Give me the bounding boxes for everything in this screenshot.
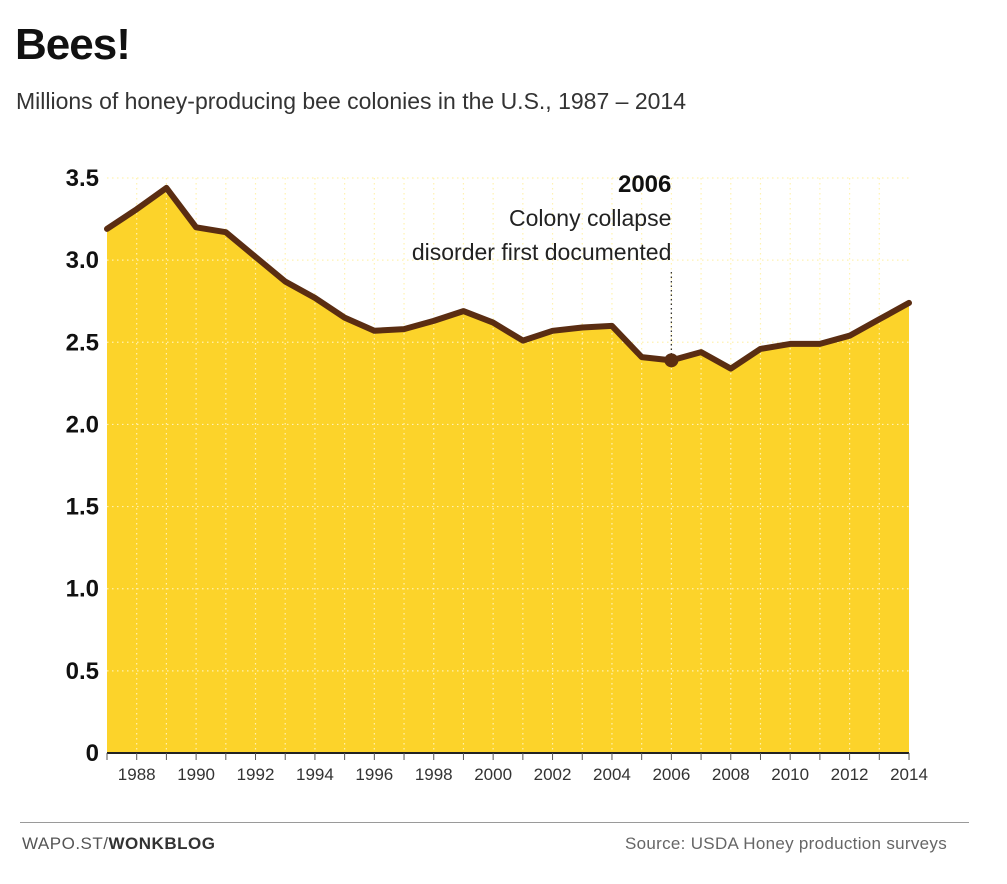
annotation-text-line-1: Colony collapse xyxy=(509,205,671,231)
x-tick-label: 2008 xyxy=(712,765,750,784)
x-tick-label: 2006 xyxy=(652,765,690,784)
series-line xyxy=(104,184,912,372)
plot-area xyxy=(107,187,909,753)
chart-subtitle: Millions of honey-producing bee colonies… xyxy=(16,88,686,114)
x-tick-label: 2010 xyxy=(771,765,809,784)
y-axis: 0 0.5 1.0 1.5 2.0 2.5 3.0 3.5 xyxy=(66,165,909,767)
x-tick-label: 1996 xyxy=(355,765,393,784)
x-axis: 1988 1990 1992 1994 1996 1998 2000 2002 2004 2006… xyxy=(106,753,928,784)
x-tick-label: 2000 xyxy=(474,765,512,784)
area-chart: 2006 Colony collapse disorder first docu… xyxy=(66,165,928,784)
annotation: 2006 Colony collapse disorder first docu… xyxy=(412,171,673,355)
x-tick-label: 2002 xyxy=(534,765,572,784)
credit-link[interactable]: WAPO.ST/WONKBLOG xyxy=(22,834,215,854)
x-tick-label: 1992 xyxy=(237,765,275,784)
x-tick-label: 1994 xyxy=(296,765,334,784)
footer-divider xyxy=(20,822,969,823)
chart-title: Bees! xyxy=(15,20,131,69)
annotation-marker xyxy=(664,353,679,368)
x-tick-label: 1998 xyxy=(415,765,453,784)
credit-prefix: WAPO.ST/ xyxy=(22,834,109,853)
x-tick-label: 1988 xyxy=(118,765,156,784)
y-tick-label: 1.0 xyxy=(66,576,99,603)
y-tick-label: 0.5 xyxy=(66,658,99,685)
y-tick-label: 3.0 xyxy=(66,247,99,274)
gridlines xyxy=(107,177,909,753)
x-tick-label: 2004 xyxy=(593,765,631,784)
y-tick-label: 3.5 xyxy=(66,165,99,192)
annotation-text-line-2: disorder first documented xyxy=(412,239,672,265)
x-tick-label: 1990 xyxy=(177,765,215,784)
annotation-heading: 2006 xyxy=(618,171,671,198)
series-layer xyxy=(104,184,912,372)
y-tick-label: 2.0 xyxy=(66,411,99,438)
area-fill xyxy=(107,187,909,753)
source-note: Source: USDA Honey production surveys xyxy=(625,834,947,853)
y-tick-label: 0 xyxy=(86,740,99,767)
x-tick-label: 2014 xyxy=(890,765,928,784)
credit-wonkblog: WONKBLOG xyxy=(108,834,216,853)
x-tick-label: 2012 xyxy=(831,765,869,784)
y-tick-label: 1.5 xyxy=(66,494,99,521)
y-tick-label: 2.5 xyxy=(66,329,99,356)
